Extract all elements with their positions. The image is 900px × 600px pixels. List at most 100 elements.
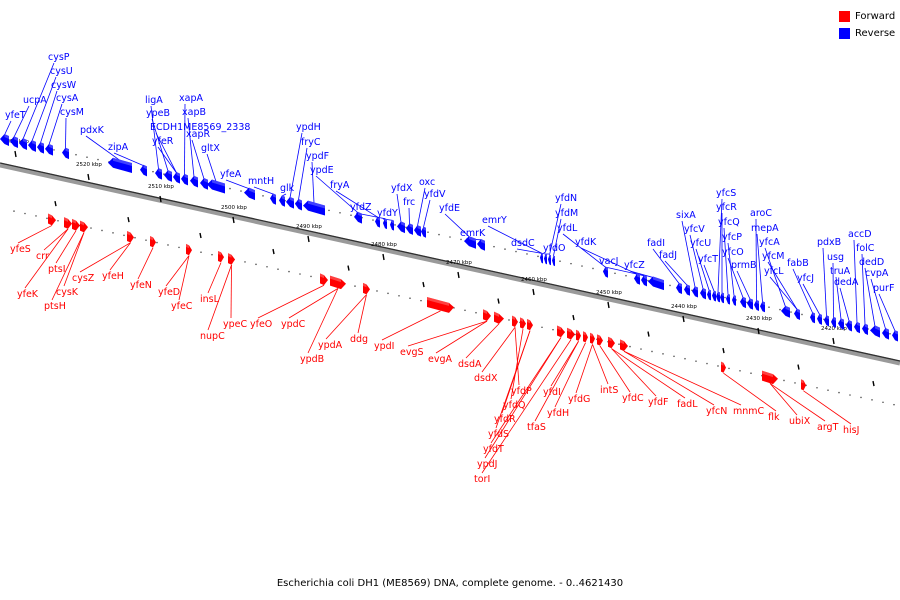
gene-arrow-highlight — [204, 178, 208, 183]
reverse-gene-arrow — [676, 282, 682, 295]
reverse-gene-arrow — [207, 179, 225, 194]
forward-gene-arrow — [721, 361, 726, 373]
forward-gene-leader — [230, 264, 232, 319]
scale-tick-label: 2460 kbp — [521, 277, 547, 283]
reverse-gene-arrow — [279, 195, 285, 207]
forward-gene-label: intS — [600, 385, 618, 396]
forward-gene-label: yfdQ — [503, 400, 525, 411]
scale-dot — [405, 226, 407, 229]
reverse-gene-label: ypdE — [310, 165, 334, 176]
reverse-gene-leader — [191, 139, 205, 179]
gene-arrow-highlight — [605, 266, 608, 271]
forward-gene-label: argT — [817, 422, 839, 433]
forward-gene-leader — [623, 350, 715, 406]
reverse-gene-leader — [822, 247, 827, 316]
forward-gene-leader — [207, 264, 232, 331]
reverse-gene-label: fadI — [647, 238, 665, 249]
forward-gene-label: yfeD — [158, 287, 180, 298]
reverse-gene-label: truA — [830, 266, 851, 277]
reverse-gene-leader — [853, 239, 858, 323]
forward-gene-leader — [137, 247, 154, 280]
reverse-gene-leader — [85, 135, 121, 161]
reverse-gene-label: fabB — [787, 258, 809, 269]
reverse-gene-leader — [629, 270, 657, 279]
reverse-gene-arrow — [754, 299, 759, 311]
reverse-gene-arrow — [854, 321, 860, 334]
forward-gene-label: ypdI — [374, 341, 394, 352]
reverse-gene-label: aroC — [750, 208, 772, 219]
scale-dot — [354, 285, 356, 287]
forward-gene-label: fadL — [677, 399, 698, 410]
gene-arrow-highlight — [423, 226, 426, 231]
gene-arrow-highlight — [576, 329, 579, 334]
scale-dot — [86, 156, 88, 158]
gene-arrow-highlight — [801, 379, 804, 384]
scale-dot — [13, 210, 15, 212]
reverse-gene-label: yfdZ — [350, 202, 372, 213]
forward-gene-arrow — [427, 296, 454, 313]
gene-arrow-highlight — [653, 276, 664, 284]
reverse-gene-label: yfcP — [722, 232, 742, 243]
forward-gene-leader — [534, 341, 579, 422]
forward-gene-label: yfdR — [494, 414, 516, 425]
forward-gene-label: yfeS — [10, 244, 31, 255]
scale-tick-mark — [159, 195, 162, 203]
gene-arrow-highlight — [527, 318, 530, 324]
forward-gene-label: yfdS — [488, 429, 509, 440]
forward-gene-arrow — [520, 317, 526, 329]
reverse-gene-label: frc — [403, 197, 415, 208]
scale-dot — [53, 149, 55, 151]
gene-arrow-highlight — [290, 196, 294, 202]
scale-dot — [552, 328, 554, 331]
scale-dot — [328, 209, 330, 212]
scale-dot — [134, 236, 136, 239]
reverse-gene-arrow — [747, 298, 753, 310]
scale-dot — [673, 355, 675, 358]
forward-gene-leader — [381, 310, 441, 341]
gene-arrow-highlight — [32, 140, 36, 145]
scale-dot — [35, 215, 37, 217]
forward-gene-label: yfeK — [17, 289, 39, 300]
forward-gene-leader — [550, 341, 579, 387]
reverse-gene-leader — [878, 293, 896, 332]
forward-gene-arrow — [80, 220, 88, 233]
gene-arrow-highlight — [113, 157, 132, 167]
scale-dot — [669, 284, 671, 287]
forward-gene-arrow — [527, 318, 533, 331]
reverse-gene-label: yfdK — [575, 237, 597, 248]
forward-gene-leader — [465, 323, 500, 359]
reverse-gene-arrow — [732, 295, 736, 306]
gene-arrow-highlight — [687, 284, 690, 289]
reverse-gene-arrow — [862, 323, 868, 335]
scale-tick-mark — [272, 248, 275, 255]
forward-gene-leader — [484, 337, 562, 459]
reverse-gene-label: mntH — [248, 176, 274, 187]
reverse-gene-arrow — [37, 142, 44, 154]
gene-arrow-highlight — [841, 318, 844, 323]
reverse-gene-arrow — [477, 238, 485, 251]
scale-dot — [783, 379, 785, 382]
reverse-gene-label: usg — [827, 252, 844, 263]
forward-gene-leader — [207, 262, 222, 294]
scale-dot — [827, 389, 829, 391]
forward-gene-label: yfdF — [648, 397, 668, 408]
reverse-gene-label: xapR — [186, 129, 210, 140]
scale-dot — [559, 260, 561, 263]
reverse-gene-label: fryA — [330, 180, 350, 191]
gene-arrow-highlight — [703, 288, 706, 293]
forward-gene-leader — [623, 350, 742, 406]
reverse-gene-arrow — [603, 266, 608, 278]
scale-dot — [618, 343, 620, 345]
reverse-gene-label: accD — [848, 229, 872, 240]
reverse-gene-leader — [311, 161, 315, 204]
reverse-gene-arrow — [383, 218, 387, 230]
forward-gene-arrow — [494, 311, 504, 324]
gene-arrow-highlight — [637, 273, 640, 278]
gene-arrow-highlight — [150, 236, 153, 241]
reverse-gene-leader — [187, 117, 195, 177]
reverse-gene-arrow — [173, 172, 180, 184]
reverse-gene-arrow — [824, 315, 829, 327]
reverse-gene-label: yfdX — [391, 183, 413, 194]
forward-gene-label: yfdP — [511, 386, 532, 397]
scale-dot — [229, 187, 231, 190]
